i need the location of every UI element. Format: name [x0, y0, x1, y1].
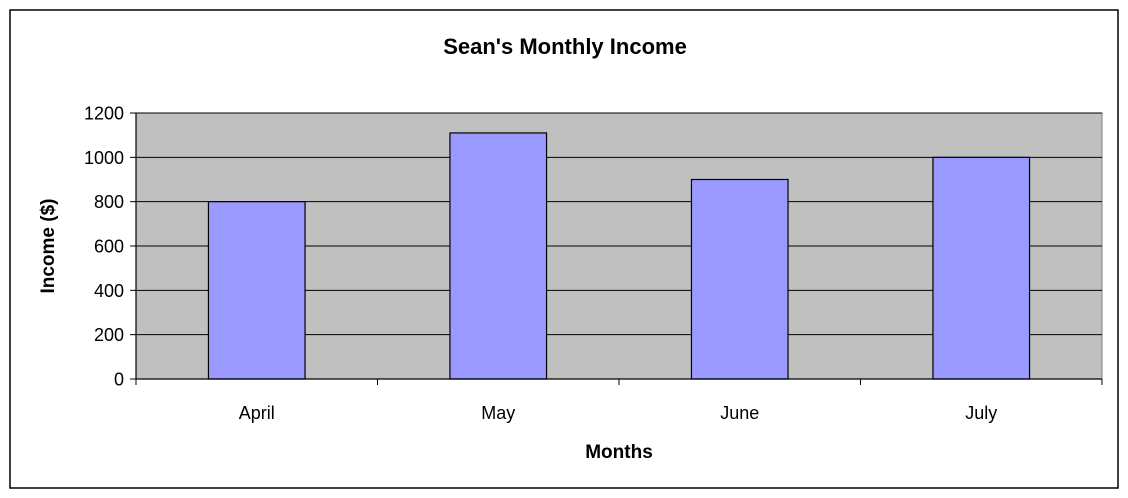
- bar-june: [690, 178, 789, 380]
- y-tick-label: 200: [94, 325, 124, 345]
- bar-may: [449, 132, 548, 380]
- axes: [130, 112, 1103, 385]
- bar-july: [932, 156, 1031, 380]
- bar-april: [207, 201, 306, 380]
- x-tick-label: May: [481, 403, 515, 423]
- y-axis-title: Income ($): [38, 198, 59, 293]
- x-tick-labels: April May June July: [239, 403, 998, 423]
- x-axis-title: Months: [585, 442, 653, 463]
- y-tick-labels: 0 200 400 600 800 1000 1200: [84, 104, 124, 390]
- y-tick-label: 1000: [84, 148, 124, 168]
- bars: [207, 132, 1031, 380]
- chart-title: Sean's Monthly Income: [443, 34, 687, 59]
- y-tick-label: 0: [114, 370, 124, 390]
- x-tick-label: July: [965, 403, 997, 423]
- y-tick-label: 800: [94, 192, 124, 212]
- x-tick-label: June: [720, 403, 759, 423]
- y-tick-label: 1200: [84, 104, 124, 124]
- y-tick-label: 400: [94, 281, 124, 301]
- x-tick-label: April: [239, 403, 275, 423]
- y-tick-label: 600: [94, 237, 124, 257]
